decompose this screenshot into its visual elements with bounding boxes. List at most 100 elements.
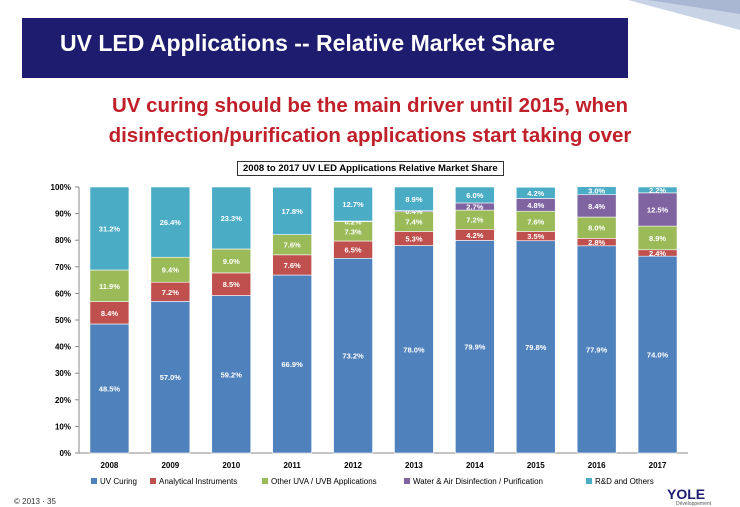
subtitle-line-2: disinfection/purification applications s…	[108, 124, 632, 147]
data-label: 0.4%	[405, 207, 422, 216]
data-label: 11.9%	[99, 282, 120, 291]
bar-segment	[455, 186, 495, 204]
bar-segment	[211, 186, 252, 250]
data-label: 78.0%	[403, 345, 425, 354]
data-label: 9.0%	[223, 257, 240, 266]
x-tick-label: 2008	[101, 461, 119, 470]
data-label: 9.4%	[162, 266, 179, 275]
x-tick-label: 2009	[161, 461, 179, 470]
data-label: 2.4%	[649, 249, 666, 258]
y-tick-label: 40%	[55, 343, 71, 352]
bar-segment	[576, 186, 617, 196]
subtitle-line-1: UV curing should be the main driver unti…	[111, 94, 628, 117]
legend-swatch	[404, 478, 410, 484]
chart-title: 2008 to 2017 UV LED Applications Relativ…	[237, 161, 504, 176]
company-logo: YOLE	[667, 486, 706, 502]
bar-segment	[333, 257, 373, 454]
data-label: 7.3%	[344, 227, 361, 236]
data-label: 77.9%	[586, 345, 608, 354]
x-tick-label: 2011	[283, 461, 301, 470]
data-label: 6.0%	[466, 191, 483, 200]
corner-decoration	[628, 0, 740, 30]
data-label: 3.0%	[588, 187, 605, 196]
bar-segment	[576, 245, 617, 454]
bar-segment	[211, 295, 252, 454]
legend-label: Water & Air Disinfection / Purification	[413, 477, 543, 486]
y-tick-label: 70%	[55, 263, 71, 272]
data-label: 7.6%	[527, 217, 544, 226]
data-label: 8.5%	[223, 280, 240, 289]
y-tick-label: 0%	[59, 449, 71, 458]
data-label: 59.2%	[221, 370, 243, 379]
data-label: 4.2%	[527, 189, 544, 198]
legend-swatch	[586, 478, 592, 484]
data-label: 73.2%	[342, 352, 364, 361]
bar-segment	[515, 240, 556, 454]
data-label: 57.0%	[160, 373, 182, 382]
data-label: 74.0%	[647, 351, 669, 360]
y-tick-label: 90%	[55, 210, 71, 219]
title-bar	[22, 18, 628, 78]
y-tick-label: 80%	[55, 236, 71, 245]
data-label: 4.2%	[466, 231, 483, 240]
data-label: 3.5%	[527, 232, 544, 241]
bar-segment	[89, 186, 130, 271]
data-label: 79.8%	[525, 343, 547, 352]
data-label: 48.5%	[99, 384, 121, 393]
bar-segment	[272, 186, 312, 235]
data-label: 17.8%	[282, 207, 304, 216]
bar-segment	[637, 192, 678, 227]
x-tick-label: 2013	[405, 461, 423, 470]
bar-segment	[272, 274, 312, 454]
data-label: 4.8%	[527, 201, 544, 210]
legend-label: UV Curing	[100, 477, 137, 486]
data-label: 2.2%	[649, 186, 666, 195]
legend-swatch	[262, 478, 268, 484]
copyright: © 2013 · 35	[14, 497, 56, 506]
data-label: 6.5%	[344, 246, 361, 255]
legend-swatch	[91, 478, 97, 484]
data-label: 8.9%	[405, 195, 422, 204]
bar-segment	[637, 186, 678, 194]
x-tick-label: 2015	[527, 461, 545, 470]
bar-segment	[394, 245, 434, 454]
data-label: 31.2%	[99, 224, 121, 233]
data-label: 79.9%	[464, 343, 486, 352]
x-tick-label: 2014	[466, 461, 484, 470]
data-label: 8.0%	[588, 224, 605, 233]
data-label: 7.6%	[284, 241, 301, 250]
data-label: 2.7%	[466, 203, 483, 212]
data-label: 7.2%	[162, 288, 179, 297]
data-label: 2.8%	[588, 238, 605, 247]
x-tick-label: 2016	[588, 461, 606, 470]
data-label: 8.9%	[649, 234, 666, 243]
y-tick-label: 10%	[55, 422, 71, 431]
bar-segment	[515, 186, 556, 199]
x-tick-label: 2012	[344, 461, 362, 470]
company-logo-subtitle: Développement	[676, 501, 712, 507]
bar-segment	[394, 186, 434, 211]
legend-label: Other UVA / UVB Applications	[271, 477, 377, 486]
y-tick-label: 20%	[55, 396, 71, 405]
data-label: 66.9%	[282, 360, 304, 369]
data-label: 5.3%	[405, 234, 422, 243]
y-tick-label: 50%	[55, 316, 71, 325]
y-tick-label: 30%	[55, 369, 71, 378]
data-label: 23.3%	[221, 214, 243, 223]
data-label: 7.2%	[466, 216, 483, 225]
bar-segment	[455, 240, 495, 454]
data-label: 12.5%	[647, 205, 669, 214]
y-tick-label: 100%	[51, 183, 71, 192]
legend-label: Analytical Instruments	[159, 477, 237, 486]
data-label: 8.4%	[101, 309, 118, 318]
slide-title: UV LED Applications -- Relative Market S…	[60, 30, 556, 56]
bar-segment	[150, 186, 191, 258]
data-label: 7.4%	[405, 218, 422, 227]
legend-label: R&D and Others	[595, 477, 654, 486]
legend-swatch	[150, 478, 156, 484]
bar-segment	[333, 186, 373, 222]
data-label: 26.4%	[160, 218, 182, 227]
data-label: 8.4%	[588, 202, 605, 211]
data-label: 0.2%	[344, 217, 361, 226]
